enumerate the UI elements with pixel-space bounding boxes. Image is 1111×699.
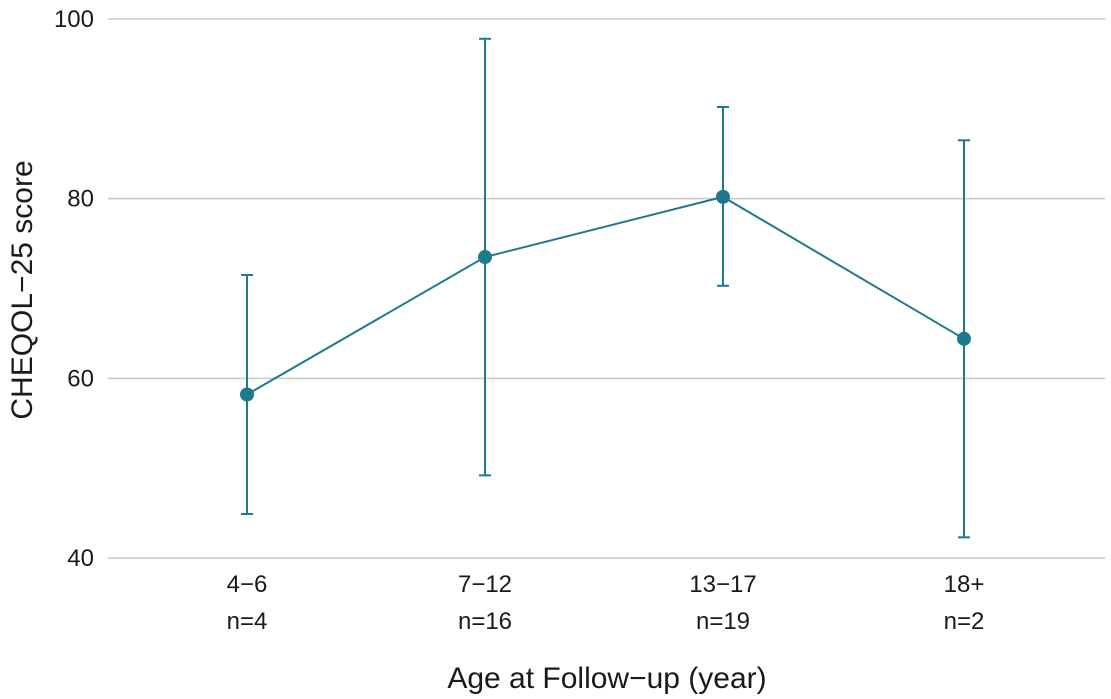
data-point	[716, 189, 730, 204]
y-tick-label-100: 100	[54, 6, 94, 33]
y-tick-labels: 40 60 80 100	[54, 6, 94, 572]
grid-lines	[108, 18, 1105, 559]
error-bars	[241, 37, 970, 539]
x-tick-n-label: n=4	[227, 608, 268, 635]
y-tick-label-40: 40	[67, 545, 94, 572]
x-tick-label: 7−12	[458, 571, 512, 598]
y-axis-title: CHEQOL−25 score	[6, 160, 39, 419]
x-tick-label: 4−6	[227, 571, 268, 598]
x-tick-n-label: n=16	[458, 608, 512, 635]
x-tick-n-label: n=19	[696, 608, 750, 635]
y-tick-label-60: 60	[67, 365, 94, 392]
x-axis-title: Age at Follow−up (year)	[447, 662, 766, 695]
data-points	[240, 189, 971, 402]
x-tick-label: 13−17	[689, 571, 756, 598]
data-point	[240, 387, 254, 402]
data-point	[957, 331, 971, 346]
data-point	[478, 250, 492, 265]
x-tick-labels: 4−6 n=4 7−12 n=16 13−17 n=19 18+ n=2	[227, 571, 985, 635]
x-tick-n-label: n=2	[944, 608, 985, 635]
x-tick-label: 18+	[944, 571, 985, 598]
y-tick-label-80: 80	[67, 186, 94, 213]
series-line	[246, 195, 965, 396]
